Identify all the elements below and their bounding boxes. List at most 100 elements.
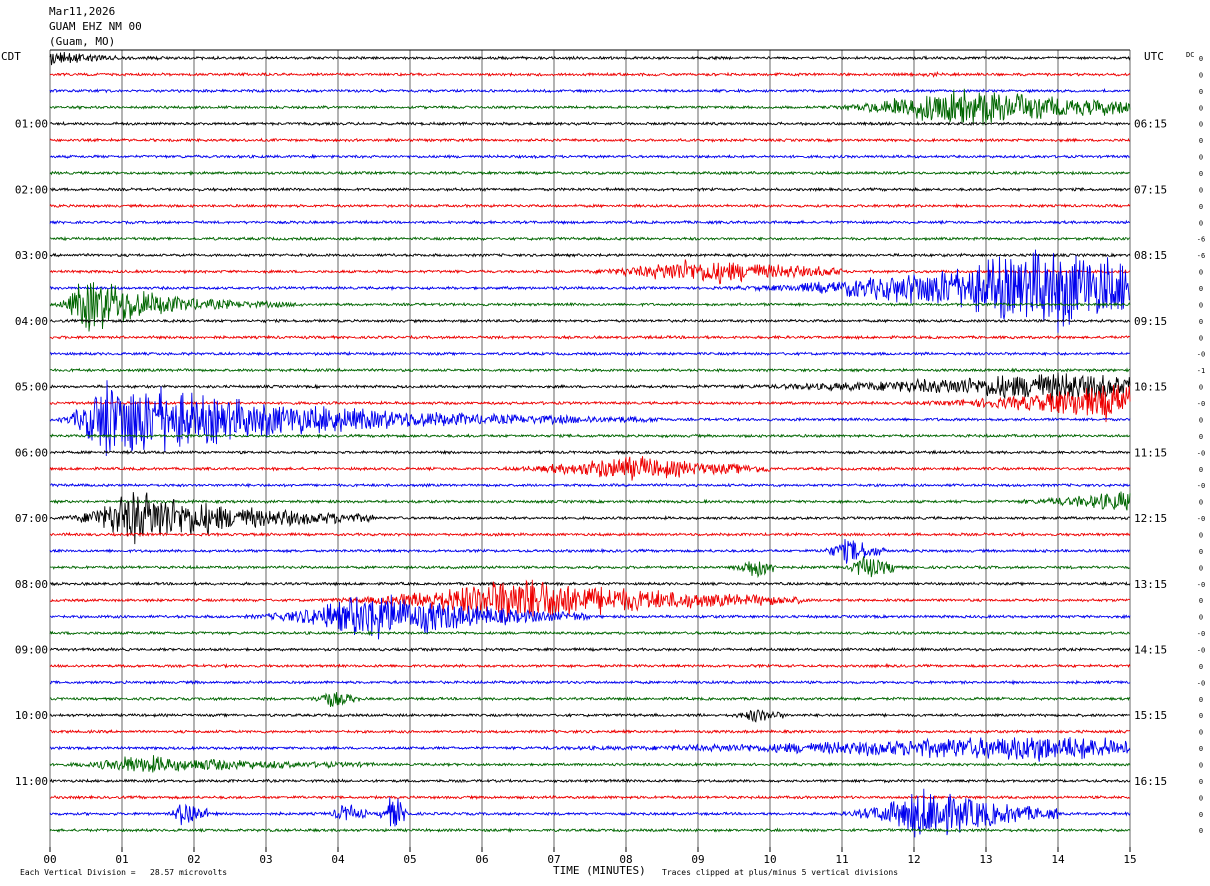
seismic-traces: [50, 52, 1130, 837]
dc-offset-value: -0: [1197, 679, 1205, 687]
x-tick-label: 09: [691, 853, 704, 866]
trace-line-32: [50, 582, 1130, 585]
trace-line-5: [50, 139, 1130, 142]
x-tick-label: 00: [43, 853, 56, 866]
trace-line-2: [50, 89, 1130, 92]
left-timezone-label: CDT: [1, 50, 21, 63]
trace-line-37: [50, 664, 1130, 667]
trace-line-4: [50, 122, 1130, 125]
left-hour-label: 01:00: [15, 118, 48, 131]
trace-line-42: [50, 737, 1130, 762]
x-tick-label: 01: [115, 853, 128, 866]
trace-line-29: [50, 533, 1130, 536]
right-hour-label: 12:15: [1134, 512, 1167, 525]
trace-line-8: [50, 188, 1130, 191]
dc-offset-value: -1: [1197, 367, 1205, 375]
right-hour-label: 11:15: [1134, 446, 1167, 459]
trace-line-38: [50, 681, 1130, 684]
dc-offset-value: 0: [1199, 170, 1203, 178]
right-hour-label: 15:15: [1134, 709, 1167, 722]
trace-line-27: [50, 492, 1130, 511]
right-hour-label: 08:15: [1134, 249, 1167, 262]
trace-line-45: [50, 796, 1130, 799]
dc-offset-value: 0: [1199, 416, 1203, 424]
trace-line-18: [50, 352, 1130, 355]
x-tick-label: 03: [259, 853, 272, 866]
dc-offset-value: 0: [1199, 219, 1203, 227]
dc-offset-value: 0: [1199, 384, 1203, 392]
dc-offset-value: 0: [1199, 186, 1203, 194]
trace-line-12: [50, 254, 1130, 257]
x-tick-label: 11: [835, 853, 848, 866]
dc-offset-value: -6: [1197, 236, 1205, 244]
dc-offset-value: 0: [1199, 301, 1203, 309]
dc-offset-value: 0: [1199, 466, 1203, 474]
dc-offset-value: -0: [1197, 400, 1205, 408]
dc-offset-value: 0: [1199, 334, 1203, 342]
trace-line-26: [50, 484, 1130, 487]
x-tick-label: 06: [475, 853, 488, 866]
left-hour-label: 05:00: [15, 381, 48, 394]
dc-offset-value: 0: [1199, 433, 1203, 441]
trace-line-39: [50, 692, 1130, 707]
trace-line-10: [50, 221, 1130, 224]
dc-offset-value: 0: [1199, 154, 1203, 162]
x-tick-label: 05: [403, 853, 416, 866]
dc-offset-value: 0: [1199, 761, 1203, 769]
trace-line-11: [50, 237, 1130, 240]
dc-offset-value: 0: [1199, 55, 1203, 63]
x-tick-label: 12: [907, 853, 920, 866]
trace-line-15: [50, 282, 1130, 331]
x-tick-label: 13: [979, 853, 992, 866]
trace-line-47: [50, 829, 1130, 832]
dc-offset-value: -0: [1197, 630, 1205, 638]
trace-line-23: [50, 434, 1130, 437]
x-tick-label: 04: [331, 853, 345, 866]
dc-offset-value: 0: [1199, 614, 1203, 622]
clip-note: Traces clipped at plus/minus 5 vertical …: [662, 868, 898, 877]
trace-line-7: [50, 172, 1130, 175]
trace-line-43: [50, 755, 1130, 772]
dc-offset-value: 0: [1199, 712, 1203, 720]
left-hour-label: 08:00: [15, 578, 48, 591]
dc-offset-value: 0: [1199, 71, 1203, 79]
trace-line-24: [50, 451, 1130, 454]
dc-offset-value: 0: [1199, 285, 1203, 293]
dc-offset-value: 0: [1199, 88, 1203, 96]
dc-offset-value: 0: [1199, 794, 1203, 802]
trace-line-35: [50, 632, 1130, 635]
dc-offset-value: -0: [1197, 581, 1205, 589]
right-hour-label: 10:15: [1134, 381, 1167, 394]
trace-line-31: [50, 556, 1130, 577]
dc-offset-value: -0: [1197, 515, 1205, 523]
trace-line-30: [50, 539, 1130, 563]
x-tick-label: 15: [1123, 853, 1136, 866]
trace-line-13: [50, 260, 1130, 284]
trace-line-17: [50, 336, 1130, 339]
right-hour-label: 09:15: [1134, 315, 1167, 328]
right-hour-label: 06:15: [1134, 118, 1167, 131]
dc-offset-value: 0: [1199, 548, 1203, 556]
dc-offset-value: 0: [1199, 696, 1203, 704]
left-hour-label: 06:00: [15, 446, 48, 459]
right-hour-label: 13:15: [1134, 578, 1167, 591]
left-hour-label: 09:00: [15, 643, 48, 656]
dc-offset-value: 0: [1199, 499, 1203, 507]
trace-line-1: [50, 72, 1130, 76]
scale-note: Each Vertical Division = 28.57 microvolt…: [20, 868, 227, 877]
right-hour-label: 14:15: [1134, 643, 1167, 656]
dc-offset-value: 0: [1199, 121, 1203, 129]
dc-offset-value: -0: [1197, 646, 1205, 654]
left-hour-label: 07:00: [15, 512, 48, 525]
trace-line-16: [50, 319, 1130, 322]
dc-offset-value: 0: [1199, 827, 1203, 835]
trace-line-40: [50, 710, 1130, 722]
dc-offset-value: 0: [1199, 729, 1203, 737]
left-hour-label: 11:00: [15, 775, 48, 788]
dc-offset-value: 0: [1199, 318, 1203, 326]
dc-offset-value: -0: [1197, 351, 1205, 359]
dc-offset-value: -6: [1197, 252, 1205, 260]
trace-line-44: [50, 780, 1130, 783]
right-hour-label: 16:15: [1134, 775, 1167, 788]
dc-offset-value: 0: [1199, 137, 1203, 145]
